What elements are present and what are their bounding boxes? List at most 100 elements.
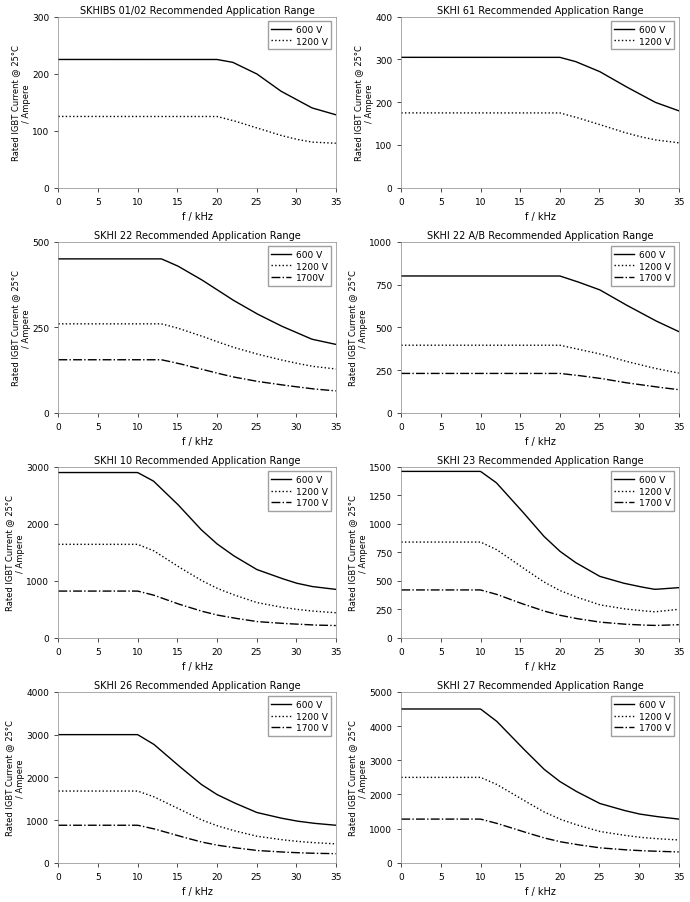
1700 V <box>675 847 683 858</box>
X-axis label: f / kHz: f / kHz <box>524 662 555 672</box>
1200 V <box>219 114 227 124</box>
Y-axis label: Rated IGBT Current @ 25°C
/ Ampere: Rated IGBT Current @ 25°C / Ampere <box>11 270 31 386</box>
1200 V <box>649 134 657 145</box>
600 V <box>306 334 314 345</box>
1200 V <box>288 357 296 368</box>
1200 V <box>306 837 314 848</box>
1700 V <box>562 837 571 848</box>
600 V <box>288 576 296 587</box>
1700 V <box>567 370 575 381</box>
Line: 600 V: 600 V <box>402 709 679 819</box>
X-axis label: f / kHz: f / kHz <box>181 212 213 222</box>
1200 V <box>306 361 314 372</box>
Y-axis label: Rated IGBT Current @ 25°C
/ Ampere: Rated IGBT Current @ 25°C / Ampere <box>6 495 25 611</box>
1700 V <box>306 848 314 859</box>
600 V <box>631 581 639 592</box>
600 V <box>219 56 228 67</box>
1700 V <box>332 621 340 631</box>
1200 V <box>288 603 296 614</box>
1200 V <box>675 368 683 379</box>
1200 V <box>332 608 340 619</box>
1200 V <box>562 588 570 599</box>
1700 V <box>288 847 296 858</box>
600 V <box>675 106 683 117</box>
1200 V <box>55 539 63 550</box>
600 V <box>562 550 570 561</box>
1700 V <box>332 848 340 859</box>
600 V <box>649 97 657 107</box>
Y-axis label: Rated IGBT Current @ 25°C
/ Ampere: Rated IGBT Current @ 25°C / Ampere <box>348 495 368 611</box>
Line: 1200 V: 1200 V <box>59 545 336 613</box>
1200 V <box>332 139 340 150</box>
1200 V <box>306 137 314 148</box>
Y-axis label: Rated IGBT Current @ 25°C
/ Ampere: Rated IGBT Current @ 25°C / Ampere <box>348 720 368 835</box>
1200 V <box>675 604 683 615</box>
1200 V <box>288 835 296 846</box>
600 V <box>224 292 233 303</box>
1700 V <box>288 619 296 630</box>
Line: 1700 V: 1700 V <box>59 592 336 626</box>
600 V <box>649 315 657 326</box>
1700 V <box>397 369 406 380</box>
1700 V <box>631 379 639 390</box>
600 V <box>332 110 340 121</box>
Title: SKHI 22 Recommended Application Range: SKHI 22 Recommended Application Range <box>94 230 300 240</box>
600 V <box>562 779 570 790</box>
Line: 1200 V: 1200 V <box>59 325 336 370</box>
1200 V <box>631 832 639 842</box>
Title: SKHI 26 Recommended Application Range: SKHI 26 Recommended Application Range <box>94 680 300 690</box>
1200 V <box>398 537 406 548</box>
1200 V <box>55 786 63 796</box>
1200 V <box>55 319 63 330</box>
1200 V <box>219 114 228 124</box>
1700V <box>332 386 340 397</box>
1200 V <box>567 111 575 122</box>
1200 V <box>562 588 571 599</box>
600 V <box>631 305 639 316</box>
1200 V <box>567 590 575 601</box>
1200 V <box>398 340 406 351</box>
600 V <box>306 581 314 592</box>
600 V <box>219 289 227 299</box>
600 V <box>55 55 63 66</box>
Line: 1700V: 1700V <box>59 361 336 391</box>
1700 V <box>55 820 63 831</box>
600 V <box>288 326 296 336</box>
600 V <box>398 272 406 282</box>
1200 V <box>224 824 233 834</box>
1700 V <box>398 369 406 380</box>
600 V <box>675 814 683 824</box>
1700 V <box>649 621 657 631</box>
1200 V <box>631 359 639 370</box>
1200 V <box>224 341 233 352</box>
1200 V <box>55 319 63 330</box>
Legend: 600 V, 1200 V, 1700 V: 600 V, 1200 V, 1700 V <box>611 696 674 736</box>
Legend: 600 V, 1200 V, 1700 V: 600 V, 1200 V, 1700 V <box>611 472 674 511</box>
1700 V <box>631 620 639 630</box>
600 V <box>332 820 340 831</box>
Y-axis label: Rated IGBT Current @ 25°C
/ Ampere: Rated IGBT Current @ 25°C / Ampere <box>6 720 25 835</box>
600 V <box>219 56 227 67</box>
1200 V <box>219 585 228 596</box>
1200 V <box>562 815 570 826</box>
600 V <box>288 93 296 104</box>
1700 V <box>219 841 227 851</box>
1200 V <box>397 340 406 351</box>
1700 V <box>567 612 575 623</box>
1700 V <box>562 837 570 848</box>
Line: 600 V: 600 V <box>59 473 336 590</box>
600 V <box>55 730 63 741</box>
1200 V <box>562 342 570 353</box>
1200 V <box>397 108 406 119</box>
1200 V <box>562 816 571 827</box>
600 V <box>219 290 228 300</box>
Legend: 600 V, 1200 V: 600 V, 1200 V <box>268 23 331 51</box>
1200 V <box>55 112 63 123</box>
600 V <box>562 551 571 562</box>
X-axis label: f / kHz: f / kHz <box>181 887 213 897</box>
1700 V <box>398 584 406 595</box>
600 V <box>397 466 406 477</box>
1700 V <box>675 620 683 630</box>
Line: 1200 V: 1200 V <box>59 791 336 844</box>
X-axis label: f / kHz: f / kHz <box>524 437 555 446</box>
